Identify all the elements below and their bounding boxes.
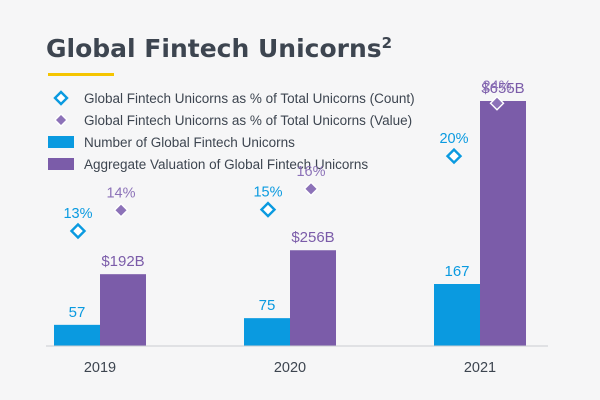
bar-valuation-2019 xyxy=(100,274,146,346)
legend-swatch-icon xyxy=(48,136,74,148)
legend-label: Global Fintech Unicorns as % of Total Un… xyxy=(84,91,415,106)
bar-count-2021 xyxy=(434,284,480,346)
marker-value-pct-label-2020: 16% xyxy=(296,164,325,180)
marker-count-pct-label-2021: 20% xyxy=(439,131,468,147)
legend-diamond-icon xyxy=(54,113,68,127)
marker-value-pct-2021 xyxy=(489,95,505,111)
bar-count-label-2019: 57 xyxy=(69,304,86,321)
x-tick-label-2020: 2020 xyxy=(274,360,306,376)
legend: Global Fintech Unicorns as % of Total Un… xyxy=(48,90,415,172)
markers-group: 13% 15% 20% 14% 16% 24% xyxy=(63,78,512,240)
marker-count-pct-label-2019: 13% xyxy=(63,206,92,222)
legend-label: Aggregate Valuation of Global Fintech Un… xyxy=(84,157,368,172)
marker-count-pct-2021 xyxy=(445,147,463,165)
legend-item-marker-2: Global Fintech Unicorns as % of Total Un… xyxy=(53,90,415,106)
bar-count-label-2020: 75 xyxy=(259,297,276,314)
marker-value-pct-2019 xyxy=(113,202,129,218)
bars-group: 57 $192B 75 $256B 167 $655B xyxy=(54,80,526,346)
bar-valuation-label-2019: $192B xyxy=(101,253,144,270)
marker-value-pct-label-2019: 14% xyxy=(106,185,135,201)
legend-diamond-icon xyxy=(53,90,69,106)
legend-item-bar-1: Aggregate Valuation of Global Fintech Un… xyxy=(48,157,368,172)
marker-count-pct-2020 xyxy=(259,201,277,218)
marker-value-pct-2020 xyxy=(303,181,319,197)
bar-count-label-2021: 167 xyxy=(444,263,469,280)
chart-title: Global Fintech Unicorns2 xyxy=(46,34,392,63)
marker-count-pct-2019 xyxy=(69,222,87,240)
legend-label: Number of Global Fintech Unicorns xyxy=(84,135,295,150)
title-underline xyxy=(48,73,114,76)
legend-item-bar-0: Number of Global Fintech Unicorns xyxy=(48,135,295,150)
x-tick-label-2021: 2021 xyxy=(464,360,496,376)
x-axis-ticks: 2019 2020 2021 xyxy=(84,360,496,376)
bar-count-2019 xyxy=(54,324,100,346)
marker-value-pct-label-2021: 24% xyxy=(482,78,511,94)
bar-valuation-label-2021: $655B xyxy=(481,80,524,97)
bar-valuation-2021 xyxy=(480,101,526,346)
legend-item-marker-3: Global Fintech Unicorns as % of Total Un… xyxy=(54,113,412,128)
x-tick-label-2019: 2019 xyxy=(84,360,116,376)
bar-count-2020 xyxy=(244,318,290,346)
bar-valuation-2020 xyxy=(290,250,336,346)
bar-valuation-label-2020: $256B xyxy=(291,229,334,246)
legend-label: Global Fintech Unicorns as % of Total Un… xyxy=(84,113,412,128)
marker-count-pct-label-2020: 15% xyxy=(253,185,282,201)
legend-swatch-icon xyxy=(48,158,74,170)
